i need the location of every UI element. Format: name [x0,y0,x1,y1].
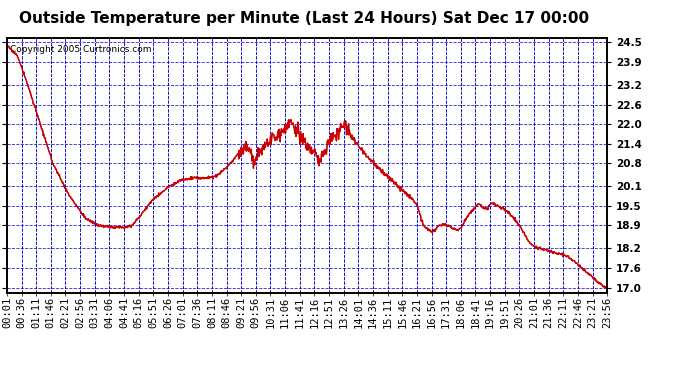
Text: Outside Temperature per Minute (Last 24 Hours) Sat Dec 17 00:00: Outside Temperature per Minute (Last 24 … [19,11,589,26]
Text: Copyright 2005 Curtronics.com: Copyright 2005 Curtronics.com [10,45,151,54]
